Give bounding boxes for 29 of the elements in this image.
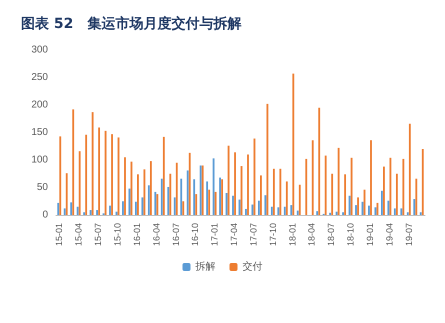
chart-title: 图表 52 集运市场月度交付与拆解 [21, 15, 242, 32]
x-tick-label: 17-10 [268, 223, 278, 246]
y-tick-label: 50 [36, 182, 48, 193]
y-tick-label: 200 [31, 100, 48, 110]
y-tick-label: 0 [42, 210, 48, 220]
x-tick-label: 19-04 [384, 223, 394, 246]
x-tick-label: 16-07 [170, 223, 181, 246]
y-tick-label: 300 [31, 44, 48, 56]
x-tick-label: 16-04 [151, 223, 162, 246]
x-tick-label: 19-01 [364, 223, 375, 246]
y-tick-label: 250 [31, 72, 48, 83]
x-tick-label: 18-04 [306, 223, 317, 246]
x-tick-label: 15-01 [54, 223, 64, 246]
x-tick-label: 18-07 [326, 223, 336, 246]
y-tick-label: 100 [31, 154, 48, 166]
x-tick-label: 15-10 [112, 223, 122, 246]
legend-label: 拆解 [194, 260, 216, 272]
x-tick-label: 18-10 [346, 223, 356, 246]
x-tick-label: 15-04 [74, 223, 84, 246]
y-tick-label: 150 [31, 127, 48, 138]
x-tick-label: 18-01 [287, 223, 298, 246]
x-tick-label: 17-04 [229, 223, 240, 246]
x-tick-label: 16-01 [132, 223, 142, 246]
legend-label: 交付 [242, 260, 262, 272]
x-tick-label: 17-01 [210, 223, 220, 246]
x-tick-label: 15-07 [93, 223, 104, 246]
x-tick-label: 19-07 [404, 223, 414, 246]
x-tick-label: 16-10 [190, 223, 200, 246]
x-tick-label: 17-07 [248, 223, 258, 246]
